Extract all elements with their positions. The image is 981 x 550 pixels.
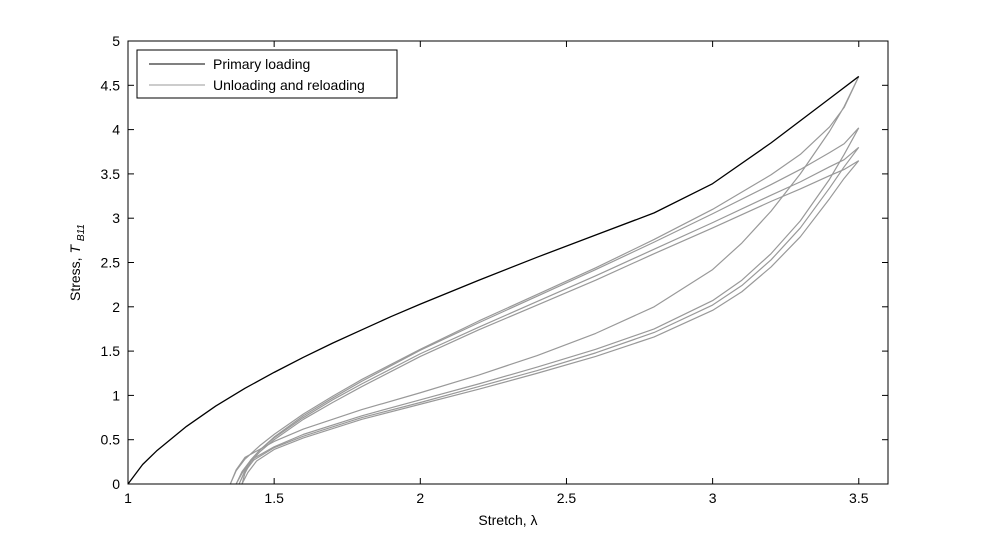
x-tick-label: 1.5	[264, 490, 284, 506]
ticks-layer: 1 1.5 2 2.5 3 3.5 0 0.5 1 1.5 2 2.5 3 3.5 4 4.5 5	[101, 33, 888, 506]
legend-label-unloading-reloading: Unloading and reloading	[213, 77, 365, 93]
legend-box	[136, 49, 398, 99]
y-tick-label: 1.5	[101, 343, 121, 359]
y-tick-label: 3.5	[101, 166, 121, 182]
x-tick-label: 1	[124, 490, 132, 506]
y-axis-label-subscript: B11	[76, 224, 87, 241]
x-tick-label: 3	[709, 490, 717, 506]
y-axis-label: Stress, T B11	[67, 224, 87, 301]
unload-reload-cycle-3	[238, 146, 860, 485]
y-axis-label-prefix: Stress,	[67, 254, 83, 301]
legend: Primary loading Unloading and reloading	[136, 49, 398, 99]
x-tick-label: 2	[416, 490, 424, 506]
legend-label-primary-loading: Primary loading	[213, 56, 310, 72]
x-tick-label: 3.5	[849, 490, 869, 506]
y-tick-label: 0.5	[101, 432, 121, 448]
unload-reload-cycle-4	[241, 160, 860, 485]
x-axis-label: Stretch, λ	[478, 512, 537, 528]
y-tick-label: 0	[112, 476, 120, 492]
y-tick-label: 1	[112, 387, 120, 403]
axes-frame	[127, 40, 889, 485]
primary-loading-curve	[127, 75, 860, 485]
curves-layer	[127, 75, 860, 485]
y-tick-label: 2	[112, 299, 120, 315]
x-tick-label: 2.5	[557, 490, 577, 506]
y-tick-label: 4	[112, 122, 120, 138]
unload-reload-cycle-2	[235, 127, 860, 485]
y-tick-label: 2.5	[101, 255, 121, 271]
unload-reload-cycle-1	[229, 76, 860, 485]
y-tick-label: 4.5	[101, 77, 121, 93]
y-axis-label-symbol: T	[67, 244, 83, 254]
y-tick-label: 5	[112, 33, 120, 49]
y-tick-label: 3	[112, 210, 120, 226]
